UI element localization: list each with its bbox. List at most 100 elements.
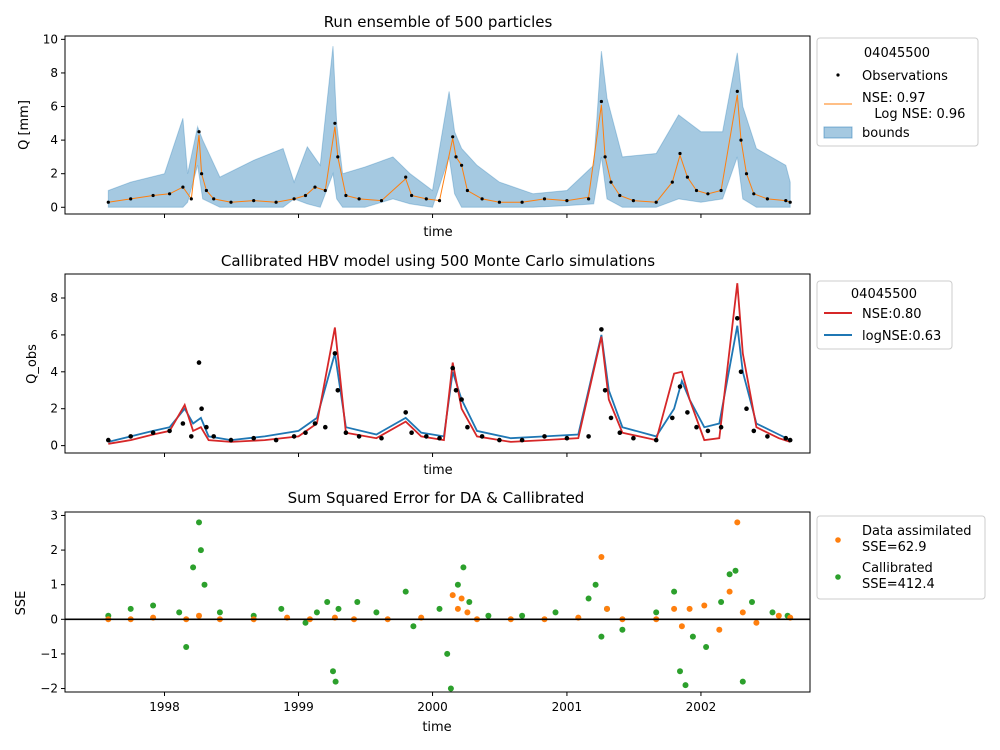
panel-2-legend-nse-label: NSE:0.80 — [862, 307, 922, 322]
observation-point — [344, 193, 348, 198]
observation-point — [685, 175, 690, 179]
observation-point — [618, 193, 622, 198]
observation-point — [181, 185, 185, 189]
callibrated-point — [373, 609, 380, 616]
panel-3-legend-da-line-1: Data assimilated — [862, 524, 972, 539]
observation-point — [204, 188, 208, 193]
panel-3-xtick-label: 2001 — [552, 700, 583, 714]
panel-2-ytick-label: 0 — [50, 439, 58, 453]
panel-2-ytick-label: 8 — [50, 291, 58, 305]
qobs-point — [602, 388, 608, 393]
observation-point — [410, 193, 414, 198]
qobs-point — [356, 434, 362, 439]
observation-point — [465, 188, 469, 193]
panel-1-legend-box — [816, 37, 979, 147]
qobs-point — [335, 388, 341, 393]
observation-point — [744, 172, 749, 176]
observation-point — [460, 163, 464, 167]
nse-line — [108, 283, 791, 445]
panel-ensemble: Run ensemble of 500 particles 0 2 4 6 8 10 ti… — [17, 13, 979, 240]
qobs-point — [312, 421, 318, 426]
observation-point — [379, 199, 384, 203]
observation-point — [197, 130, 201, 134]
observation-point — [404, 175, 408, 179]
qobs-point — [497, 437, 502, 443]
qobs-point — [519, 437, 525, 443]
panel-3-legend-da-marker — [835, 537, 841, 543]
observation-point — [765, 197, 770, 201]
bounds-band — [107, 46, 791, 208]
observation-point — [497, 200, 501, 204]
callibrated-point — [703, 644, 710, 650]
qobs-point — [204, 424, 209, 430]
callibrated-point — [749, 599, 755, 605]
panel-1-axes: 0 2 4 6 8 10 — [43, 32, 702, 218]
observation-point — [694, 188, 699, 193]
callibrated-point — [619, 626, 626, 633]
observation-point — [587, 197, 591, 201]
callibrated-point — [718, 599, 725, 605]
panel-1-ytick-label: 10 — [43, 32, 58, 46]
callibrated-point — [671, 588, 678, 595]
observation-point — [603, 155, 607, 159]
qobs-point — [251, 435, 256, 441]
panel-3-legend-cal-line-1: Callibrated — [862, 561, 933, 576]
panel-1-ytick-label: 8 — [50, 66, 58, 80]
callibrated-point — [739, 678, 746, 685]
qobs-point — [291, 434, 297, 439]
qobs-point — [564, 435, 570, 441]
panel-3-legend: Data assimilated SSE=62.9 Callibrated SS… — [816, 515, 986, 600]
panel-3-legend-box — [816, 515, 986, 600]
callibrated-point — [335, 605, 342, 612]
panel-1-legend-title: 04045500 — [864, 46, 930, 61]
qobs-point — [343, 430, 349, 436]
assimilated-point — [716, 626, 723, 633]
qobs-point — [670, 415, 675, 421]
callibrated-point — [585, 595, 592, 602]
qobs-point — [150, 430, 156, 436]
callibrated-point — [410, 623, 417, 630]
callibrated-point — [682, 682, 689, 689]
callibrated-point — [150, 602, 157, 609]
panel-2-ytick-label: 2 — [50, 402, 58, 416]
qobs-point — [228, 437, 234, 443]
callibrated-point — [485, 612, 492, 619]
qobs-point — [465, 424, 470, 430]
panel-1-legend-nse-line-1: NSE: 0.97 — [862, 91, 926, 106]
panel-1-frame — [64, 35, 811, 215]
panel-3-legend-cal-line-2: SSE=412.4 — [862, 577, 935, 592]
assimilated-point — [701, 602, 708, 609]
callibrated-point — [677, 668, 683, 675]
panel-3-xtick-label: 2000 — [417, 700, 448, 714]
qobs-point — [783, 435, 789, 441]
callibrated-point — [330, 668, 336, 675]
assimilated-point — [604, 605, 610, 612]
panel-3-title: Sum Squared Error for DA & Callibrated — [288, 489, 585, 507]
qobs-point — [167, 428, 172, 434]
qobs-point — [744, 406, 749, 412]
qobs-point — [751, 428, 757, 434]
observation-point — [437, 199, 442, 203]
panel-1-legend-bounds-label: bounds — [862, 126, 910, 141]
qobs-point — [450, 365, 456, 371]
panel-3-xlabel: time — [422, 720, 451, 735]
assimilated-point — [734, 519, 741, 526]
qobs-point — [608, 415, 614, 421]
observation-point — [752, 192, 756, 196]
observation-point — [565, 199, 569, 203]
observation-point — [451, 135, 455, 139]
panel-1-ytick-label: 0 — [50, 200, 58, 214]
panel-3-axes: −2 −1 0 1 2 3 1998 1999 2000 2001 2002 — [40, 508, 716, 714]
qobs-point — [303, 430, 308, 436]
callibrated-point — [460, 564, 467, 571]
qobs-point — [765, 434, 770, 439]
qobs-point — [738, 369, 744, 375]
observation-point — [313, 185, 317, 189]
callibrated-point — [216, 609, 223, 616]
panel-1-marks — [106, 46, 792, 208]
panel-3-frame — [64, 511, 811, 693]
panel-1-ytick-label: 6 — [50, 100, 58, 114]
panel-2-legend: 04045500 NSE:0.80 logNSE:0.63 — [816, 280, 953, 350]
qobs-point — [409, 430, 414, 436]
qobs-point — [199, 406, 204, 412]
